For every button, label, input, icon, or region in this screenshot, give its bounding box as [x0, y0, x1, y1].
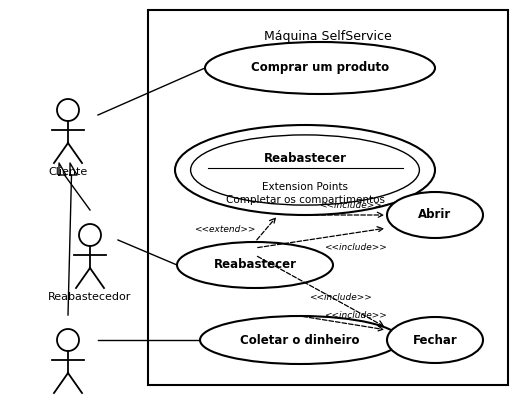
- Ellipse shape: [177, 242, 333, 288]
- Bar: [148, 10, 508, 385]
- Text: Reabastecer: Reabastecer: [264, 152, 346, 164]
- Text: Reabastecer: Reabastecer: [214, 258, 296, 272]
- Text: <<include>>: <<include>>: [324, 243, 387, 252]
- Ellipse shape: [387, 317, 483, 363]
- Ellipse shape: [175, 125, 435, 215]
- Text: <<extend>>: <<extend>>: [194, 225, 256, 235]
- Text: <<include>>: <<include>>: [324, 310, 387, 320]
- Text: Coletar o dinheiro: Coletar o dinheiro: [240, 333, 359, 347]
- Text: Comprar um produto: Comprar um produto: [251, 62, 389, 75]
- Text: Máquina SelfService: Máquina SelfService: [264, 30, 392, 43]
- Ellipse shape: [387, 192, 483, 238]
- Text: <<include>>: <<include>>: [319, 200, 381, 210]
- Text: Fechar: Fechar: [413, 333, 457, 347]
- Text: Extension Points
Completar os compartimentos: Extension Points Completar os compartime…: [226, 182, 384, 205]
- Ellipse shape: [191, 135, 419, 205]
- Text: <<include>>: <<include>>: [308, 293, 371, 303]
- Text: Cliente: Cliente: [48, 167, 88, 177]
- Text: Reabastecedor: Reabastecedor: [48, 292, 132, 302]
- Ellipse shape: [200, 316, 400, 364]
- Text: Abrir: Abrir: [418, 208, 452, 222]
- Ellipse shape: [205, 42, 435, 94]
